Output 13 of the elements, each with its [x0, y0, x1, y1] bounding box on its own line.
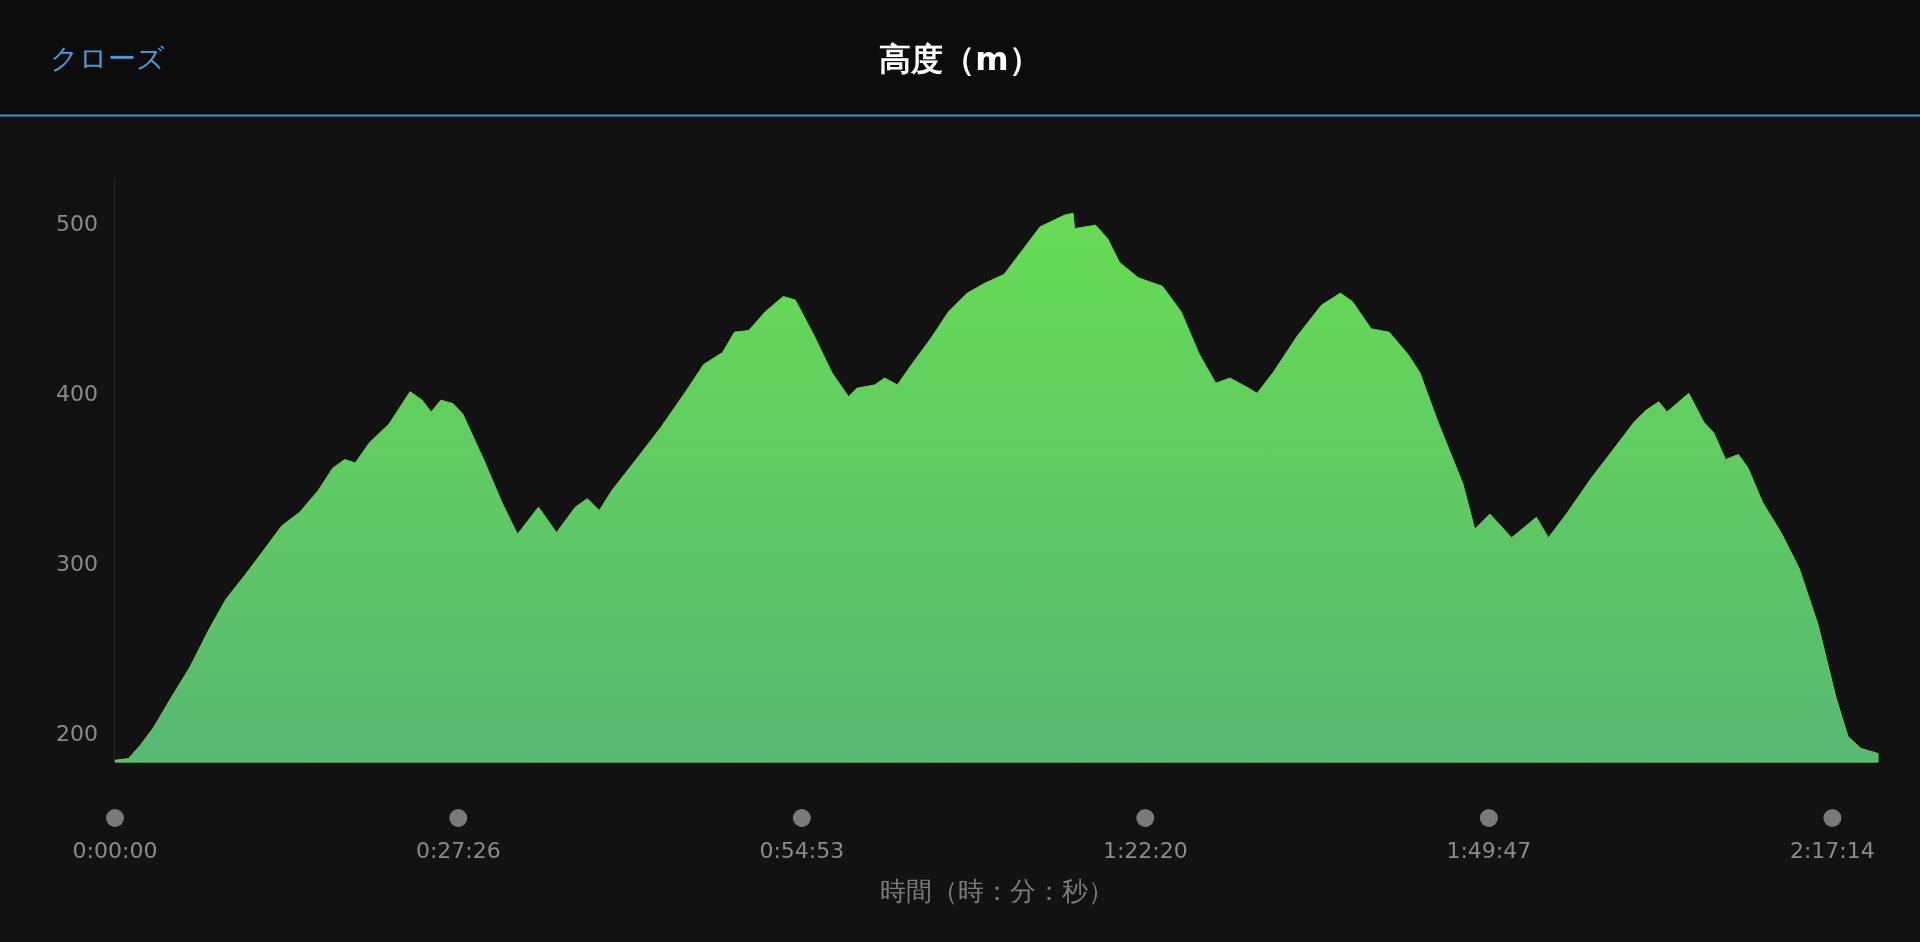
- x-axis-title: 時間（時：分：秒）: [879, 876, 1114, 906]
- x-tick-label: 1:22:20: [1102, 838, 1188, 863]
- x-tick-label: 0:00:00: [72, 838, 158, 863]
- x-tick-label: 2:17:14: [1789, 838, 1875, 863]
- x-tick-label: 0:54:53: [759, 838, 845, 863]
- y-tick-label: 300: [56, 550, 98, 576]
- x-tick-label: 0:27:26: [415, 838, 501, 863]
- text: クローズ: [50, 42, 165, 75]
- y-tick-label: 200: [56, 720, 98, 746]
- x-tick-label: 1:49:47: [1446, 838, 1532, 863]
- y-tick-label: 500: [56, 211, 98, 237]
- y-tick-label: 400: [56, 381, 98, 407]
- chart-title: 高度（m）: [879, 40, 1041, 78]
